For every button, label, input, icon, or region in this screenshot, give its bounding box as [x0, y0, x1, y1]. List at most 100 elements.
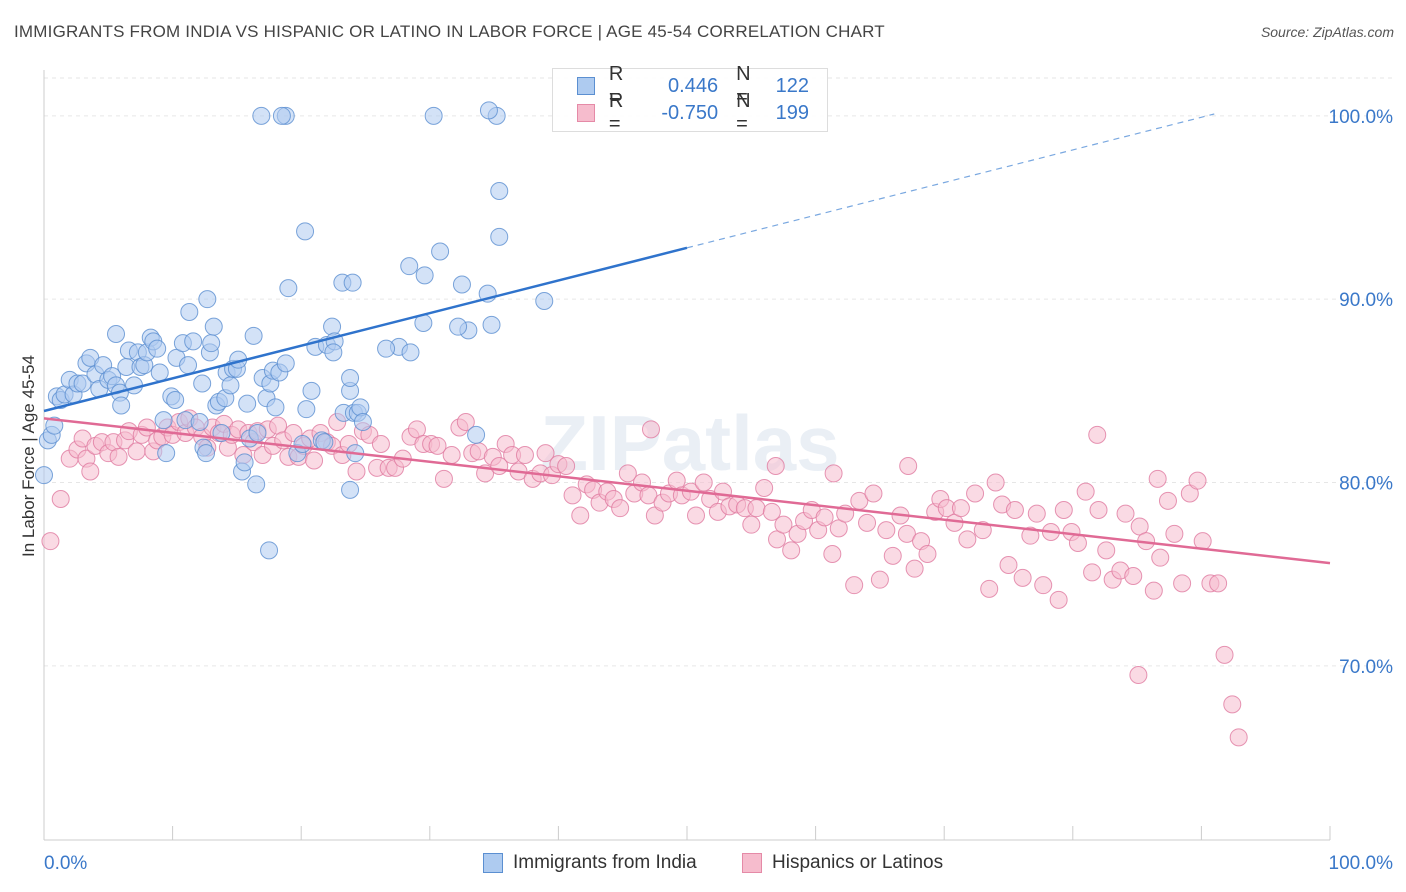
point-hispanics — [918, 545, 937, 563]
axes — [43, 70, 1331, 841]
point-india — [482, 315, 501, 334]
point-india — [107, 325, 126, 343]
legend-item-hispanics[interactable]: Hispanics or Latinos — [742, 852, 943, 874]
y-tick-label: 70.0% — [1339, 657, 1393, 678]
point-hispanics — [1129, 666, 1148, 684]
stats-legend: R = 0.446 N = 122 R = -0.750 N = 199 — [552, 63, 828, 135]
point-india — [297, 400, 316, 419]
point-hispanics — [456, 413, 475, 431]
point-india — [166, 391, 185, 409]
point-india — [150, 363, 169, 382]
point-india — [244, 326, 263, 345]
point-hispanics — [1209, 574, 1228, 593]
trend-lines — [43, 113, 1331, 565]
point-hispanics — [1151, 548, 1170, 567]
watermark: ZIPatlas — [540, 399, 839, 487]
point-hispanics — [845, 576, 864, 595]
point-india — [415, 266, 434, 285]
point-hispanics — [986, 473, 1005, 492]
point-india — [377, 339, 396, 358]
point-india — [353, 413, 372, 431]
point-india — [238, 394, 257, 413]
point-india — [252, 106, 271, 125]
point-hispanics — [515, 446, 534, 464]
point-hispanics — [371, 435, 390, 453]
point-hispanics — [81, 462, 100, 481]
legend-swatch-hispanics — [577, 104, 595, 122]
point-india — [266, 398, 285, 417]
point-hispanics — [1034, 576, 1053, 595]
n-label: N = — [736, 90, 751, 135]
r-value: -0.750 — [661, 101, 719, 124]
point-hispanics — [434, 469, 453, 488]
point-hispanics — [1173, 574, 1192, 593]
point-hispanics — [694, 473, 713, 492]
point-india — [35, 466, 53, 485]
point-india — [479, 101, 498, 120]
point-hispanics — [571, 506, 590, 525]
point-india — [272, 106, 291, 125]
point-hispanics — [824, 464, 843, 483]
point-hispanics — [782, 541, 801, 560]
point-india — [197, 444, 216, 463]
legend-label-india: Immigrants from India — [513, 852, 697, 873]
trend-line-india — [43, 246, 688, 413]
y-axis-label: In Labor Force | Age 45-54 — [19, 355, 38, 557]
point-india — [180, 303, 199, 321]
point-hispanics — [1215, 645, 1234, 664]
point-hispanics — [641, 420, 660, 439]
point-hispanics — [766, 457, 785, 475]
point-hispanics — [563, 486, 582, 505]
point-india — [198, 290, 217, 309]
point-hispanics — [899, 457, 918, 475]
point-india — [184, 332, 203, 351]
point-hispanics — [1054, 501, 1073, 519]
point-hispanics — [958, 530, 977, 549]
point-hispanics — [109, 447, 128, 466]
point-india — [431, 242, 450, 261]
series-india — [35, 101, 554, 560]
point-india — [260, 541, 279, 560]
r-label: R = — [608, 63, 624, 108]
point-hispanics — [742, 515, 761, 534]
point-hispanics — [1097, 541, 1116, 560]
y-tick-label: 100.0% — [1329, 107, 1394, 128]
point-hispanics — [980, 579, 999, 598]
n-value: 199 — [775, 101, 810, 124]
point-india — [221, 376, 240, 395]
source-note: Source: ZipAtlas.com — [1260, 24, 1394, 40]
point-india — [449, 317, 468, 336]
tick-labels: 100.0% 90.0% 80.0% 70.0% 0.0% 100.0% — [44, 107, 1393, 874]
point-hispanics — [51, 490, 70, 508]
n-value: 122 — [775, 74, 810, 97]
point-india — [73, 374, 92, 393]
point-hispanics — [428, 436, 447, 455]
point-india — [324, 343, 343, 362]
point-hispanics — [1116, 504, 1135, 523]
point-hispanics — [897, 524, 916, 543]
point-hispanics — [815, 508, 834, 527]
point-hispanics — [1165, 524, 1184, 543]
point-hispanics — [1013, 568, 1032, 587]
point-hispanics — [618, 464, 637, 483]
trend-extension-india — [686, 113, 1215, 249]
point-india — [235, 453, 254, 472]
point-india — [351, 398, 370, 417]
point-india — [247, 475, 266, 494]
legend-item-india[interactable]: Immigrants from India — [483, 852, 697, 874]
legend-swatch-india — [483, 853, 503, 873]
x-tick-label-right: 100.0% — [1329, 853, 1394, 874]
y-tick-label: 90.0% — [1339, 290, 1393, 311]
legend-swatch-india — [577, 77, 595, 95]
n-label: N = — [736, 63, 751, 108]
point-india — [248, 424, 267, 442]
point-hispanics — [1021, 526, 1040, 545]
point-india — [302, 381, 321, 400]
point-hispanics — [1088, 425, 1107, 444]
point-hispanics — [870, 570, 889, 589]
point-india — [452, 275, 471, 294]
point-hispanics — [687, 506, 706, 525]
point-india — [341, 369, 360, 387]
stats-row-india: R = 0.446 N = 122 — [577, 63, 827, 108]
point-hispanics — [858, 513, 877, 532]
